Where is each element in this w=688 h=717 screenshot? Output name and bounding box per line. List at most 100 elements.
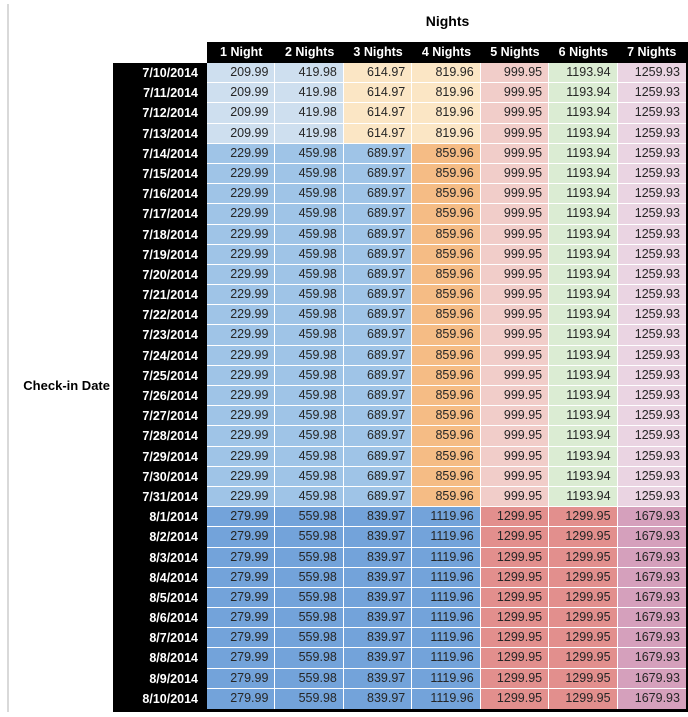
price-cell[interactable]: 229.99 xyxy=(207,244,276,265)
price-cell[interactable]: 1299.95 xyxy=(549,668,618,689)
price-cell[interactable]: 559.98 xyxy=(275,688,344,709)
price-cell[interactable]: 229.99 xyxy=(207,204,276,225)
price-cell[interactable]: 1119.96 xyxy=(412,527,481,548)
checkin-date-cell[interactable]: 8/2/2014 xyxy=(113,527,207,548)
price-cell[interactable]: 689.97 xyxy=(343,426,413,447)
price-cell[interactable]: 859.96 xyxy=(412,486,481,508)
price-cell[interactable]: 859.96 xyxy=(412,386,481,407)
price-cell[interactable]: 1259.93 xyxy=(617,224,686,245)
price-cell[interactable]: 459.98 xyxy=(275,244,344,265)
checkin-date-cell[interactable]: 8/6/2014 xyxy=(113,608,207,629)
price-cell[interactable]: 1679.93 xyxy=(617,688,686,709)
price-cell[interactable]: 839.97 xyxy=(343,648,413,669)
checkin-date-cell[interactable]: 7/20/2014 xyxy=(113,264,207,286)
price-cell[interactable]: 279.99 xyxy=(207,688,276,709)
price-cell[interactable]: 459.98 xyxy=(275,204,344,225)
price-cell[interactable]: 1259.93 xyxy=(617,325,686,346)
price-cell[interactable]: 1119.96 xyxy=(412,668,481,689)
checkin-date-cell[interactable]: 7/30/2014 xyxy=(113,466,207,487)
price-cell[interactable]: 819.96 xyxy=(412,103,481,124)
price-cell[interactable]: 689.97 xyxy=(343,325,413,346)
price-cell[interactable]: 614.97 xyxy=(343,83,413,104)
price-cell[interactable]: 209.99 xyxy=(207,83,276,104)
price-cell[interactable]: 689.97 xyxy=(343,244,413,265)
price-cell[interactable]: 229.99 xyxy=(207,345,276,366)
price-cell[interactable]: 559.98 xyxy=(275,628,344,649)
price-cell[interactable]: 689.97 xyxy=(343,446,413,467)
price-cell[interactable]: 999.95 xyxy=(480,365,550,386)
checkin-date-cell[interactable]: 8/4/2014 xyxy=(113,567,207,588)
price-cell[interactable]: 1299.95 xyxy=(480,608,550,629)
price-cell[interactable]: 419.98 xyxy=(275,63,344,84)
price-cell[interactable]: 1679.93 xyxy=(617,527,686,548)
column-header[interactable]: 2 Nights xyxy=(284,45,335,59)
price-cell[interactable]: 1679.93 xyxy=(617,547,686,568)
price-cell[interactable]: 859.96 xyxy=(412,264,481,286)
price-cell[interactable]: 999.95 xyxy=(480,325,550,346)
price-cell[interactable]: 1259.93 xyxy=(617,204,686,225)
price-cell[interactable]: 229.99 xyxy=(207,264,276,286)
price-cell[interactable]: 1259.93 xyxy=(617,143,686,164)
price-cell[interactable]: 459.98 xyxy=(275,264,344,286)
price-cell[interactable]: 1193.94 xyxy=(549,305,618,326)
price-cell[interactable]: 689.97 xyxy=(343,466,413,487)
price-cell[interactable]: 1259.93 xyxy=(617,406,686,427)
price-cell[interactable]: 1299.95 xyxy=(549,648,618,669)
price-cell[interactable]: 459.98 xyxy=(275,486,344,508)
price-cell[interactable]: 279.99 xyxy=(207,587,276,609)
price-cell[interactable]: 1679.93 xyxy=(617,507,686,528)
price-cell[interactable]: 229.99 xyxy=(207,426,276,447)
price-cell[interactable]: 1259.93 xyxy=(617,426,686,447)
price-cell[interactable]: 1299.95 xyxy=(549,567,618,588)
checkin-date-cell[interactable]: 8/7/2014 xyxy=(113,628,207,649)
checkin-date-cell[interactable]: 7/10/2014 xyxy=(113,63,207,84)
price-cell[interactable]: 999.95 xyxy=(480,426,550,447)
price-cell[interactable]: 459.98 xyxy=(275,446,344,467)
price-cell[interactable]: 559.98 xyxy=(275,527,344,548)
price-cell[interactable]: 1193.94 xyxy=(549,123,618,144)
checkin-date-cell[interactable]: 8/3/2014 xyxy=(113,547,207,568)
price-cell[interactable]: 999.95 xyxy=(480,103,550,124)
price-cell[interactable]: 819.96 xyxy=(412,63,481,84)
price-cell[interactable]: 1299.95 xyxy=(549,628,618,649)
price-cell[interactable]: 419.98 xyxy=(275,83,344,104)
price-cell[interactable]: 1259.93 xyxy=(617,386,686,407)
price-cell[interactable]: 459.98 xyxy=(275,285,344,306)
checkin-date-cell[interactable]: 7/16/2014 xyxy=(113,184,207,205)
checkin-date-cell[interactable]: 7/25/2014 xyxy=(113,365,207,386)
price-cell[interactable]: 209.99 xyxy=(207,123,276,144)
price-cell[interactable]: 229.99 xyxy=(207,466,276,487)
price-cell[interactable]: 689.97 xyxy=(343,386,413,407)
price-cell[interactable]: 1119.96 xyxy=(412,628,481,649)
price-cell[interactable]: 839.97 xyxy=(343,547,413,568)
price-cell[interactable]: 279.99 xyxy=(207,668,276,689)
column-header[interactable]: 1 Night xyxy=(220,45,263,59)
price-cell[interactable]: 1299.95 xyxy=(549,587,618,609)
price-cell[interactable]: 229.99 xyxy=(207,486,276,508)
column-header[interactable]: 6 Nights xyxy=(558,45,608,59)
price-cell[interactable]: 859.96 xyxy=(412,446,481,467)
price-cell[interactable]: 1679.93 xyxy=(617,648,686,669)
price-cell[interactable]: 689.97 xyxy=(343,365,413,386)
price-cell[interactable]: 1193.94 xyxy=(549,103,618,124)
price-cell[interactable]: 859.96 xyxy=(412,325,481,346)
checkin-date-cell[interactable]: 7/18/2014 xyxy=(113,224,207,245)
price-cell[interactable]: 1299.95 xyxy=(480,527,550,548)
checkin-date-cell[interactable]: 7/23/2014 xyxy=(113,325,207,346)
price-cell[interactable]: 559.98 xyxy=(275,587,344,609)
price-cell[interactable]: 229.99 xyxy=(207,305,276,326)
price-cell[interactable]: 1259.93 xyxy=(617,486,686,508)
price-cell[interactable]: 1259.93 xyxy=(617,163,686,185)
price-cell[interactable]: 229.99 xyxy=(207,446,276,467)
price-cell[interactable]: 999.95 xyxy=(480,285,550,306)
checkin-date-cell[interactable]: 7/24/2014 xyxy=(113,345,207,366)
price-cell[interactable]: 1299.95 xyxy=(480,648,550,669)
checkin-date-cell[interactable]: 7/26/2014 xyxy=(113,386,207,407)
checkin-date-cell[interactable]: 7/19/2014 xyxy=(113,244,207,265)
column-header[interactable]: 7 Nights xyxy=(627,45,677,59)
price-cell[interactable]: 1193.94 xyxy=(549,224,618,245)
price-cell[interactable]: 459.98 xyxy=(275,224,344,245)
price-cell[interactable]: 279.99 xyxy=(207,648,276,669)
price-cell[interactable]: 1193.94 xyxy=(549,426,618,447)
price-cell[interactable]: 689.97 xyxy=(343,345,413,366)
